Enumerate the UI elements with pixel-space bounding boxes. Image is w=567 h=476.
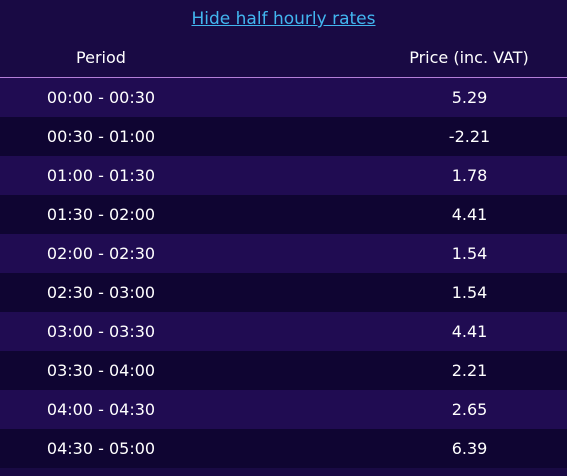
table-row: 02:00 - 02:30 1.54 — [0, 234, 567, 273]
price-cell: 4.41 — [451, 322, 488, 341]
table-row: 00:00 - 00:30 5.29 — [0, 77, 567, 117]
price-cell: 1.54 — [451, 244, 488, 263]
table-row: 03:00 - 03:30 4.41 — [0, 312, 567, 351]
price-cell: 1.54 — [451, 283, 488, 302]
price-cell: 4.41 — [451, 205, 488, 224]
price-cell: 1.78 — [451, 166, 488, 185]
period-cell: 02:30 - 03:00 — [46, 283, 156, 302]
period-cell: 01:00 - 01:30 — [46, 166, 156, 185]
table-row: 01:00 - 01:30 1.78 — [0, 156, 567, 195]
table-row: 04:30 - 05:00 6.39 — [0, 429, 567, 468]
period-cell: 03:30 - 04:00 — [46, 361, 156, 380]
price-cell: 5.29 — [451, 88, 488, 107]
table-row: 04:00 - 04:30 2.65 — [0, 390, 567, 429]
toggle-link[interactable]: Hide half hourly rates — [191, 9, 376, 29]
period-cell: 01:30 - 02:00 — [46, 205, 156, 224]
period-cell: 00:00 - 00:30 — [46, 88, 156, 107]
table-row: 03:30 - 04:00 2.21 — [0, 351, 567, 390]
period-cell: 03:00 - 03:30 — [46, 322, 156, 341]
period-cell: 04:00 - 04:30 — [46, 400, 156, 419]
price-cell: -2.21 — [448, 127, 491, 146]
table-body: 00:00 - 00:30 5.29 00:30 - 01:00 -2.21 01:00… — [0, 77, 567, 468]
price-cell: 2.21 — [451, 361, 488, 380]
column-header: Price (inc. VAT) — [202, 37, 567, 78]
price-cell: 2.65 — [451, 400, 488, 419]
rates-table: Period Price (inc. VAT) 00:00 - 00:30 5.2… — [0, 37, 567, 468]
table-row: 00:30 - 01:00 -2.21 — [0, 117, 567, 156]
column-header: Period — [0, 37, 202, 78]
table-row: 02:30 - 03:00 1.54 — [0, 273, 567, 312]
header-row: Period Price (inc. VAT) — [0, 37, 567, 78]
period-cell: 04:30 - 05:00 — [46, 439, 156, 458]
period-cell: 02:00 - 02:30 — [46, 244, 156, 263]
period-cell: 00:30 - 01:00 — [46, 127, 156, 146]
price-cell: 6.39 — [451, 439, 488, 458]
table-row: 01:30 - 02:00 4.41 — [0, 195, 567, 234]
